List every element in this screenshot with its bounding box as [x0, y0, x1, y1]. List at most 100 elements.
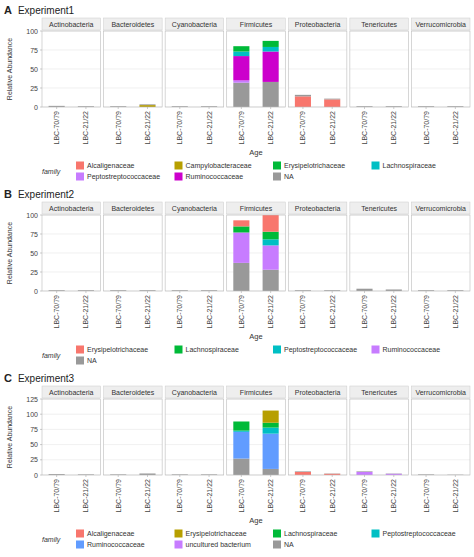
x-tick-label: LBC-21/22 [329, 111, 336, 145]
bar-segment [233, 421, 249, 430]
bar-segment [233, 83, 249, 107]
bar-segment [263, 52, 279, 82]
x-tick-label: LBC-70/79 [299, 111, 306, 145]
x-tick-label: LBC-70/79 [299, 479, 306, 513]
panel: ProteobacteriaLBC-70/79LBC-21/22 [288, 386, 347, 512]
x-tick-label: LBC-21/22 [206, 479, 213, 513]
bar-segment [233, 432, 249, 459]
legend-swatch [76, 357, 84, 365]
x-tick-label: LBC-21/22 [267, 479, 274, 513]
x-tick-label: LBC-70/79 [423, 479, 430, 513]
panel-header [165, 18, 224, 30]
panel: VerrucomicrobiaLBC-70/79LBC-21/22 [411, 386, 470, 512]
experiment-label: A [4, 4, 12, 16]
y-tick-label: 125 [26, 396, 38, 403]
panel-header [350, 202, 409, 214]
y-tick [40, 69, 42, 70]
grid-line [42, 414, 101, 415]
panel: FirmicutesLBC-70/79LBC-21/22 [227, 386, 286, 512]
legend-label: Peptostreptococcaceae [284, 346, 357, 354]
grid-line [104, 459, 163, 460]
panel-frame [227, 399, 286, 475]
panel-header [411, 386, 470, 398]
x-tick [179, 107, 180, 109]
x-tick [56, 107, 57, 109]
x-tick-label: LBC-21/22 [144, 479, 151, 513]
panel: ProteobacteriaLBC-70/79LBC-21/22 [288, 202, 347, 328]
x-tick-label: LBC-70/79 [238, 295, 245, 329]
x-tick [426, 107, 427, 109]
y-tick-label: 25 [30, 456, 38, 463]
legend-swatch [175, 162, 183, 170]
grid-line [165, 253, 224, 254]
x-tick-label: LBC-21/22 [144, 295, 151, 329]
panel-title: Cyanobacteria [172, 21, 217, 29]
panel-header [350, 18, 409, 30]
legend-swatch [175, 530, 183, 538]
grid-line [104, 69, 163, 70]
panel-header [165, 202, 224, 214]
legend-label: Campylobacteraceae [186, 162, 252, 170]
y-tick [40, 88, 42, 89]
y-tick-label: 50 [30, 66, 38, 73]
legend-swatch [175, 173, 183, 181]
y-tick-label: 0 [34, 288, 38, 295]
legend-swatch [76, 530, 84, 538]
grid-line [288, 69, 347, 70]
grid-line [104, 253, 163, 254]
experiment-label: B [4, 188, 12, 200]
panel: ActinobacteriaLBC-70/79LBC-21/2202550751… [26, 202, 100, 328]
grid-line [104, 88, 163, 89]
grid-line [42, 459, 101, 460]
bar-segment [356, 471, 372, 473]
panel-title: Actinobacteria [49, 21, 93, 28]
plot-background [227, 31, 286, 107]
grid-line [42, 50, 101, 51]
bar-segment [356, 472, 372, 475]
bar-segment [295, 95, 311, 97]
bar-segment [263, 469, 279, 475]
x-tick-label: LBC-21/22 [329, 295, 336, 329]
y-tick-label: 75 [30, 231, 38, 238]
x-tick-label: LBC-70/79 [176, 111, 183, 145]
bar-segment [263, 82, 279, 107]
x-tick [393, 107, 394, 109]
x-tick [147, 107, 148, 109]
plot-background [350, 399, 409, 475]
x-tick [209, 107, 210, 109]
grid-line [350, 253, 409, 254]
x-tick-label: LBC-21/22 [144, 111, 151, 145]
y-tick-label: 0 [34, 104, 38, 111]
bar-segment [324, 473, 340, 474]
panel-header [165, 386, 224, 398]
plot-background [411, 399, 470, 475]
y-tick-label: 50 [30, 250, 38, 257]
experiment-title: Experiment3 [18, 373, 75, 384]
bar-segment [263, 434, 279, 469]
grid-line [288, 253, 347, 254]
panel-frame [411, 399, 470, 475]
legend-label: Lachnospiraceae [284, 530, 337, 538]
panel-frame [42, 215, 101, 291]
panel: BacteroidetesLBC-70/79LBC-21/22 [104, 386, 163, 512]
grid-line [104, 50, 163, 51]
grid-line [165, 50, 224, 51]
grid-line [104, 234, 163, 235]
grid-line [104, 444, 163, 445]
panel-title: Tenericutes [361, 205, 397, 212]
legend-label: Peptostreptococcaceae [87, 173, 160, 181]
chart: AExperiment1ActinobacteriaLBC-70/79LBC-2… [0, 0, 474, 557]
grid-line [350, 69, 409, 70]
panel: ActinobacteriaLBC-70/79LBC-21/2202550751… [26, 386, 100, 512]
panel-frame [104, 399, 163, 475]
panel-title: Firmicutes [240, 389, 273, 396]
x-tick-label: LBC-70/79 [115, 295, 122, 329]
grid-line [411, 253, 470, 254]
grid-line [288, 444, 347, 445]
y-tick-label: 100 [26, 212, 38, 219]
y-tick-label: 75 [30, 426, 38, 433]
grid-line [288, 88, 347, 89]
x-axis-label: Age [249, 516, 262, 525]
plot-background [104, 31, 163, 107]
panel-header [227, 18, 286, 30]
